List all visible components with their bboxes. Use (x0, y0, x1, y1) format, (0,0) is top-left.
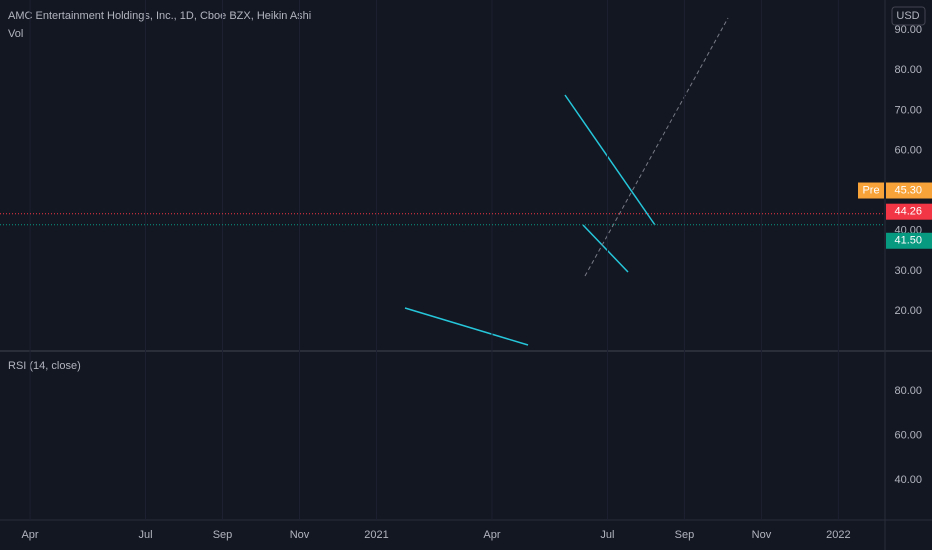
x-tick-label: 2022 (826, 529, 850, 541)
y-tick-label: 80.00 (894, 64, 922, 76)
x-tick-label: Jul (138, 529, 152, 541)
currency-box (891, 6, 926, 26)
rsi-title: RSI (14, close) (8, 360, 81, 372)
trendline (582, 224, 629, 273)
x-tick-label: Apr (483, 529, 500, 541)
x-tick-label: Apr (21, 529, 38, 541)
trendline (404, 307, 529, 346)
x-tick-label: Sep (675, 529, 695, 541)
y-tick-label: 30.00 (894, 265, 922, 277)
x-tick-label: Nov (752, 529, 772, 541)
trendline (564, 94, 656, 226)
pre-badge (858, 182, 884, 199)
y-tick-label: 20.00 (894, 305, 922, 317)
pre-badge-label: Pre (862, 184, 879, 196)
y-tick-label: 70.00 (894, 104, 922, 116)
y-tick-label: 60.00 (894, 429, 922, 441)
x-tick-label: 2021 (364, 529, 388, 541)
fib-trend (584, 17, 729, 277)
x-tick-label: Jul (600, 529, 614, 541)
x-tick-label: Nov (290, 529, 310, 541)
price-tag-label: 44.26 (894, 206, 922, 218)
price-tag-label: 41.50 (894, 235, 922, 247)
y-tick-label: 60.00 (894, 144, 922, 156)
y-tick-label: 80.00 (894, 385, 922, 397)
y-tick-label: 40.00 (894, 474, 922, 486)
currency-label: USD (896, 10, 919, 22)
chart-title: AMC Entertainment Holdings, Inc., 1D, Cb… (8, 10, 311, 22)
price-tag (886, 182, 932, 199)
volume-label: Vol (8, 28, 23, 40)
y-tick-label: 90.00 (894, 24, 922, 36)
x-tick-label: Sep (213, 529, 233, 541)
price-tag (886, 232, 932, 249)
price-tag (886, 203, 932, 220)
price-tag-label: 45.30 (894, 184, 922, 196)
